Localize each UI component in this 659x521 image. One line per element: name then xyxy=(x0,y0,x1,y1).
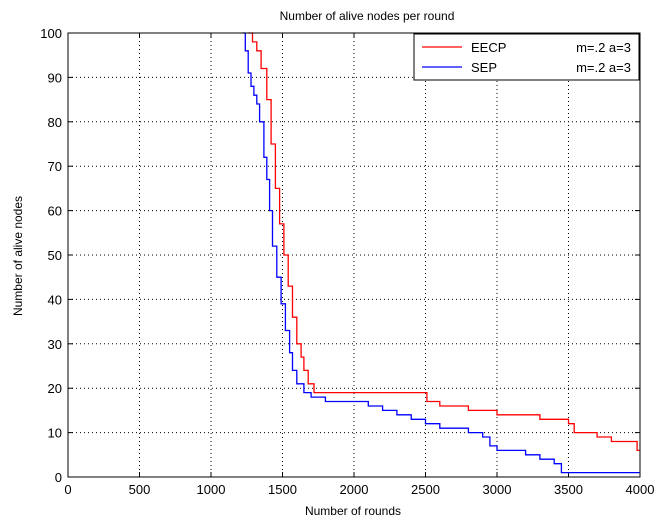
plot-area: 0 500 1000 1500 2000 2500 3000 3500 4000 0 10 20 30 4… xyxy=(40,26,654,497)
plot-background xyxy=(68,33,640,477)
x-tick-label: 500 xyxy=(129,482,151,497)
chart-title: Number of alive nodes per round xyxy=(280,9,455,23)
legend-label-sep: SEP xyxy=(471,60,497,75)
y-tick-label: 80 xyxy=(48,115,62,130)
y-tick-label: 30 xyxy=(48,337,62,352)
y-axis-label: Number of alive nodes xyxy=(11,196,25,316)
y-tick-label: 100 xyxy=(40,26,62,41)
y-tick-label: 90 xyxy=(48,70,62,85)
x-tick-label: 2500 xyxy=(411,482,440,497)
x-tick-label: 3500 xyxy=(554,482,583,497)
y-tick-label: 60 xyxy=(48,204,62,219)
y-tick-label: 50 xyxy=(48,248,62,263)
x-axis-label: Number of rounds xyxy=(305,504,401,518)
y-tick-label: 20 xyxy=(48,381,62,396)
legend-note-eecp: m=.2 a=3 xyxy=(576,40,631,55)
axes-frame xyxy=(67,32,641,478)
legend-note-sep: m=.2 a=3 xyxy=(576,60,631,75)
y-tick-label: 10 xyxy=(48,426,62,441)
x-tick-label: 1000 xyxy=(197,482,226,497)
x-tick-label: 1500 xyxy=(268,482,297,497)
y-tick-label: 40 xyxy=(48,292,62,307)
y-tick-label: 0 xyxy=(55,470,62,485)
legend-box xyxy=(413,33,640,81)
series-line-sep xyxy=(242,32,640,474)
x-tick-label: 2000 xyxy=(340,482,369,497)
x-tick-label: 0 xyxy=(64,482,71,497)
x-tick-label: 4000 xyxy=(626,482,655,497)
legend-label-eecp: EECP xyxy=(471,40,506,55)
series-line-eecp xyxy=(248,32,640,452)
y-tick-label: 70 xyxy=(48,159,62,174)
x-tick-label: 3000 xyxy=(483,482,512,497)
